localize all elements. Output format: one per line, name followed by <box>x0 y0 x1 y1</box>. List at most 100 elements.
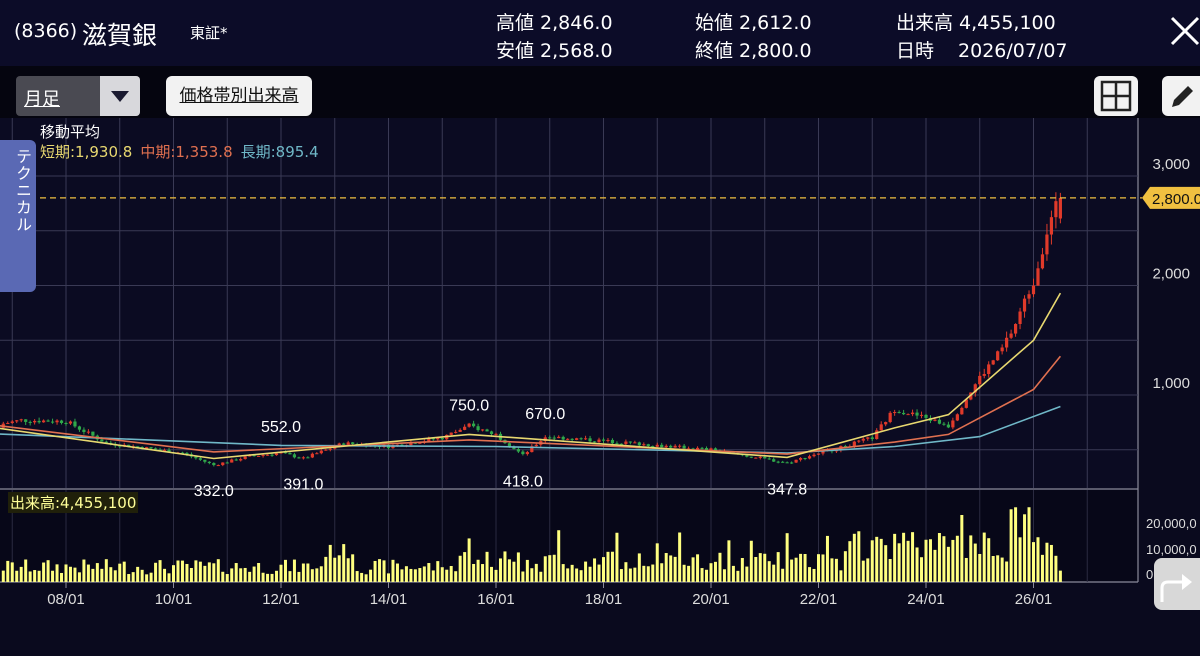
candle <box>548 437 552 439</box>
volume-bar <box>198 561 202 582</box>
candle <box>660 444 664 448</box>
technical-tab-label: テクニカル <box>13 148 32 233</box>
share-button[interactable] <box>1154 558 1200 610</box>
candle <box>525 452 529 455</box>
candle <box>109 442 113 444</box>
volume-bar <box>498 558 502 582</box>
volume-bar <box>360 572 364 582</box>
volume-bar <box>543 556 547 582</box>
volume-bar <box>772 564 776 582</box>
volume-bar <box>794 557 798 582</box>
volume-bar <box>870 540 874 582</box>
current-price-label: 2,800.0 <box>1152 191 1200 208</box>
volume-bar <box>68 566 72 582</box>
candle <box>973 384 977 393</box>
volume-bar <box>77 572 81 582</box>
volume-bar <box>758 553 762 582</box>
candle <box>91 431 95 436</box>
volume-bar <box>310 569 314 582</box>
volume-bar <box>937 533 941 582</box>
volume-bar <box>763 553 767 582</box>
volume-bar <box>409 568 413 582</box>
volume-bar <box>951 539 955 582</box>
volume-bar <box>189 567 193 582</box>
volume-bar <box>467 538 471 582</box>
candle <box>982 373 986 376</box>
candle <box>1000 347 1004 352</box>
volume-by-price-button[interactable]: 価格帯別出来高 <box>166 76 312 116</box>
volume-bar <box>55 564 59 582</box>
share-icon <box>1160 574 1192 602</box>
candle <box>794 459 798 463</box>
candle <box>77 426 82 430</box>
price-pane <box>0 118 1138 488</box>
volume-bar <box>588 566 592 582</box>
volume-bar <box>982 532 986 582</box>
candle <box>368 444 373 447</box>
volume-bar <box>292 559 296 582</box>
candle <box>942 423 946 425</box>
candle <box>937 419 942 424</box>
candle <box>494 433 498 435</box>
volume-bar <box>494 569 498 582</box>
candle <box>239 459 243 461</box>
candle <box>265 454 270 456</box>
volume-bar <box>364 574 368 582</box>
grid-layout-button[interactable] <box>1094 76 1138 116</box>
volume-bar <box>28 571 32 582</box>
volume-bar <box>33 570 37 582</box>
volume-bar <box>243 567 247 582</box>
candle <box>404 445 409 447</box>
candle <box>727 451 731 453</box>
volume-bar <box>875 536 879 582</box>
candle <box>122 444 126 447</box>
candle <box>10 421 14 424</box>
candle <box>315 453 319 455</box>
candle <box>364 444 368 447</box>
candle <box>436 437 440 440</box>
volume-bar <box>176 560 180 582</box>
candle <box>857 440 861 442</box>
candle <box>888 412 892 423</box>
ma-long-line <box>0 405 1061 454</box>
technical-tab[interactable]: テクニカル <box>0 140 36 292</box>
candle <box>1045 234 1049 255</box>
volume-bar <box>534 563 538 582</box>
volume-bar <box>333 557 337 582</box>
period-select[interactable]: 月足 <box>16 76 140 116</box>
volume-bar <box>718 552 722 582</box>
volume-bar <box>848 541 852 582</box>
draw-tool-button[interactable] <box>1162 76 1200 116</box>
volume-bar <box>825 535 829 582</box>
volume-bar <box>337 555 341 582</box>
volume-bar <box>942 536 946 582</box>
candle <box>754 457 758 459</box>
candle <box>333 446 337 449</box>
candle <box>489 431 494 435</box>
close-icon[interactable] <box>1168 12 1200 52</box>
volume-bar <box>745 566 749 582</box>
candle <box>306 457 310 459</box>
candle <box>180 452 185 454</box>
ma-title: 移動平均 <box>40 123 101 141</box>
volume-bar <box>548 555 552 582</box>
candle <box>395 444 400 446</box>
candle <box>113 443 117 446</box>
chevron-down-icon[interactable] <box>100 76 140 116</box>
candle <box>472 423 476 427</box>
volume-bar <box>355 571 359 582</box>
volume-bar <box>490 566 494 582</box>
candle <box>776 461 780 463</box>
volume-bar <box>624 562 628 582</box>
volume-bar <box>1040 554 1044 582</box>
volume-bar <box>60 572 64 582</box>
candle <box>830 449 834 452</box>
volume-bar <box>10 562 14 582</box>
candle <box>409 442 413 446</box>
volume-bar <box>127 574 131 582</box>
candle <box>588 438 592 442</box>
candle <box>382 444 386 447</box>
candle <box>1036 268 1040 286</box>
candle <box>884 422 888 425</box>
candle <box>131 446 135 448</box>
